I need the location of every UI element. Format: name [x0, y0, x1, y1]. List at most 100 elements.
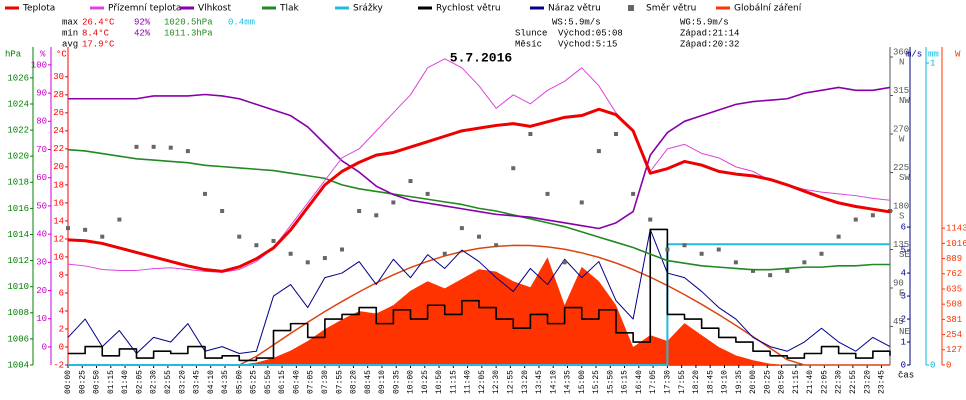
x-tick-label: 19:35 — [735, 370, 744, 394]
y-tick-label: 1143 — [946, 224, 966, 234]
line — [68, 86, 891, 230]
y-tick-label: 1004 — [7, 360, 29, 370]
point — [459, 226, 464, 231]
x-tick-label: 17:05 — [649, 370, 658, 394]
sun-set: Západ:21:14 — [680, 28, 739, 38]
x-tick-label: 22:55 — [849, 370, 858, 394]
point — [254, 243, 259, 248]
point — [596, 149, 601, 154]
y-tick-label: 1014 — [7, 230, 29, 240]
y-tick-label: 22 — [53, 144, 64, 154]
point — [203, 191, 207, 196]
y-tick-label: 30 — [53, 72, 64, 82]
sun-rise: Východ:05:08 — [558, 28, 623, 38]
y-tick-label: 1006 — [7, 334, 29, 344]
y-tick-label: 315 — [893, 86, 909, 96]
x-tick-label: 08:45 — [364, 370, 373, 394]
stat-value: 1020.5hPa — [164, 17, 213, 27]
point — [751, 268, 755, 273]
ws: WS:5.9m/s — [552, 17, 601, 27]
x-tick-label: 00:25 — [78, 370, 87, 394]
point — [733, 260, 738, 265]
y-tick-label: 762 — [946, 269, 962, 279]
point — [785, 268, 790, 273]
x-tick-label: 20:50 — [778, 370, 787, 394]
x-tick-label: 21:40 — [806, 370, 815, 394]
moon-set: Západ:20:32 — [680, 39, 739, 49]
y-tick-label: 1010 — [7, 282, 29, 292]
y-tick-label: 16 — [53, 198, 64, 208]
x-tick-label: 12:30 — [492, 370, 501, 394]
y-tick-label: 889 — [946, 254, 962, 264]
x-tick-label: 02:55 — [164, 370, 173, 394]
point — [288, 251, 293, 256]
y-tick-label: 0 — [901, 360, 906, 370]
point — [648, 217, 653, 222]
point — [511, 166, 516, 171]
y-tick-name: W — [899, 134, 905, 144]
y-tick-label: 60 — [36, 173, 47, 183]
legend-label: Srážky — [353, 4, 384, 14]
y-tick-label: 8 — [59, 270, 64, 280]
y-tick-label: 1026 — [7, 73, 29, 83]
point — [631, 191, 636, 196]
y-tick-label: 1 — [901, 337, 906, 347]
point — [408, 179, 413, 184]
x-tick-label: 13:20 — [521, 370, 530, 394]
x-tick-label: 06:40 — [292, 370, 301, 394]
x-tick-label: 07:30 — [321, 370, 330, 394]
point — [357, 209, 362, 213]
y-tick-label: 0 — [930, 360, 935, 370]
x-tick-label: 02:05 — [135, 370, 144, 394]
y-tick-label: 10 — [36, 314, 47, 324]
x-tick-label: 14:10 — [549, 370, 558, 394]
y-tick-name: S — [899, 211, 904, 221]
x-tick-label: 09:35 — [392, 370, 401, 394]
y-tick-name: NW — [899, 96, 910, 106]
area — [68, 257, 890, 365]
point — [83, 227, 88, 232]
point — [870, 213, 875, 218]
point — [66, 226, 70, 231]
stat-value: 8.4°C — [82, 28, 110, 38]
x-tick-label: 04:10 — [207, 370, 216, 394]
moon-label: Měsíc — [515, 39, 542, 49]
y-tick-label: 180 — [893, 201, 909, 211]
x-tick-label: 00:50 — [93, 370, 102, 394]
y-tick-label: 4 — [59, 306, 64, 316]
y-tick-label: 0 — [946, 360, 951, 370]
y-tick-label: 70 — [36, 145, 47, 155]
y-tick-name: E — [899, 288, 904, 298]
line — [68, 243, 890, 366]
point — [853, 217, 858, 222]
x-tick-label: 20:25 — [763, 370, 772, 394]
x-tick-label: 09:10 — [378, 370, 387, 394]
stat-value: 1011.3hPa — [164, 28, 213, 38]
x-tick-label: 05:00 — [235, 370, 244, 394]
x-tick-label: 03:20 — [178, 370, 187, 394]
x-tick-label: 05:50 — [264, 370, 273, 394]
x-tick-label: 18:45 — [706, 370, 715, 394]
stat-value: 17.9°C — [82, 39, 115, 49]
chart-title: 5.7.2016 — [450, 50, 513, 65]
x-tick-label: 07:05 — [307, 370, 316, 394]
point — [374, 213, 379, 218]
y-tick-label: 80 — [36, 117, 47, 127]
y-tick-label: 24 — [53, 126, 64, 136]
y-tick-label: 0 — [42, 342, 47, 352]
x-tick-label: 12:55 — [507, 370, 516, 394]
legend-label: Teplota — [22, 4, 55, 14]
point — [340, 247, 344, 252]
stat-value: 92% — [134, 17, 151, 27]
x-tick-label: 21:15 — [792, 370, 801, 394]
point — [185, 149, 190, 154]
x-tick-label: 13:45 — [535, 370, 544, 394]
point — [168, 145, 173, 150]
point — [305, 260, 310, 265]
stat-value: 0.4mm — [228, 17, 255, 27]
y-tick-name: N — [899, 57, 904, 67]
axis-title: °C — [56, 49, 67, 59]
x-tick-label: 06:15 — [278, 370, 287, 394]
stat-value: 26.4°C — [82, 17, 115, 27]
point — [477, 234, 481, 239]
